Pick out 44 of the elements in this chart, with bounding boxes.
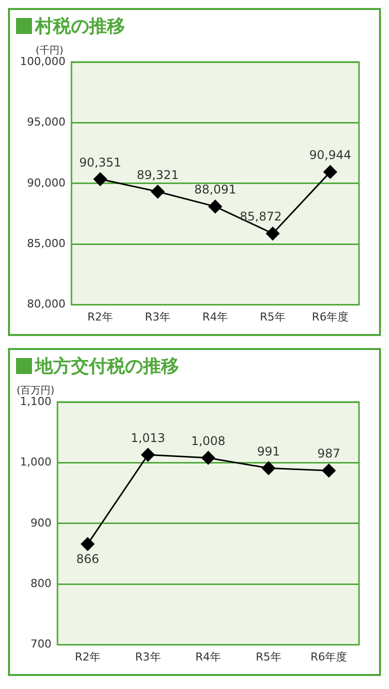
x-tick-label: R5年 [260,310,286,324]
data-label: 991 [257,444,280,458]
data-label: 90,351 [79,155,122,170]
y-tick-label: 95,000 [26,116,66,129]
data-label: 1,013 [130,430,166,445]
data-label: 88,091 [194,182,236,197]
point [150,184,164,198]
data-label: 1,008 [191,434,226,448]
y-tick-label: 800 [30,576,52,590]
point [266,226,280,240]
point [262,461,276,475]
y-axis-title: (千円) [36,44,64,57]
y-tick-label: 80,000 [26,298,66,311]
y-tick-label: 1,000 [20,456,52,469]
x-tick-label: R5年 [256,650,282,664]
x-tick-label: R6年度 [312,310,349,324]
data-label: 89,321 [136,168,179,182]
x-tick-label: R4年 [202,310,228,324]
data-label: 90,944 [309,148,352,162]
x-tick-label: R3年 [135,650,161,664]
y-tick-label: 1,100 [20,394,52,408]
y-tick-label: 85,000 [26,236,66,250]
x-tick-label: R2年 [74,650,100,664]
data-label: 987 [317,446,340,461]
point [93,172,107,186]
point [322,464,336,478]
y-tick-label: 90,000 [26,176,66,190]
x-tick-label: R6年度 [310,650,348,664]
point [201,451,215,465]
y-tick-label: 900 [30,516,52,530]
x-tick-label: R4年 [195,650,222,664]
y-tick-label: 700 [30,638,52,651]
point [80,537,94,551]
x-tick-label: R3年 [144,310,171,324]
point [141,448,155,462]
data-label: 866 [76,552,100,566]
point [324,165,337,179]
chart-title: 地方交付税の推移 [35,355,179,378]
y-tick-label: 100,000 [20,54,66,68]
point [208,200,222,214]
y-axis-title: (百万円) [16,386,54,397]
chart-title: 村税の推移 [35,15,125,38]
x-tick-label: R2年 [87,310,114,324]
data-label: 85,872 [240,210,282,224]
